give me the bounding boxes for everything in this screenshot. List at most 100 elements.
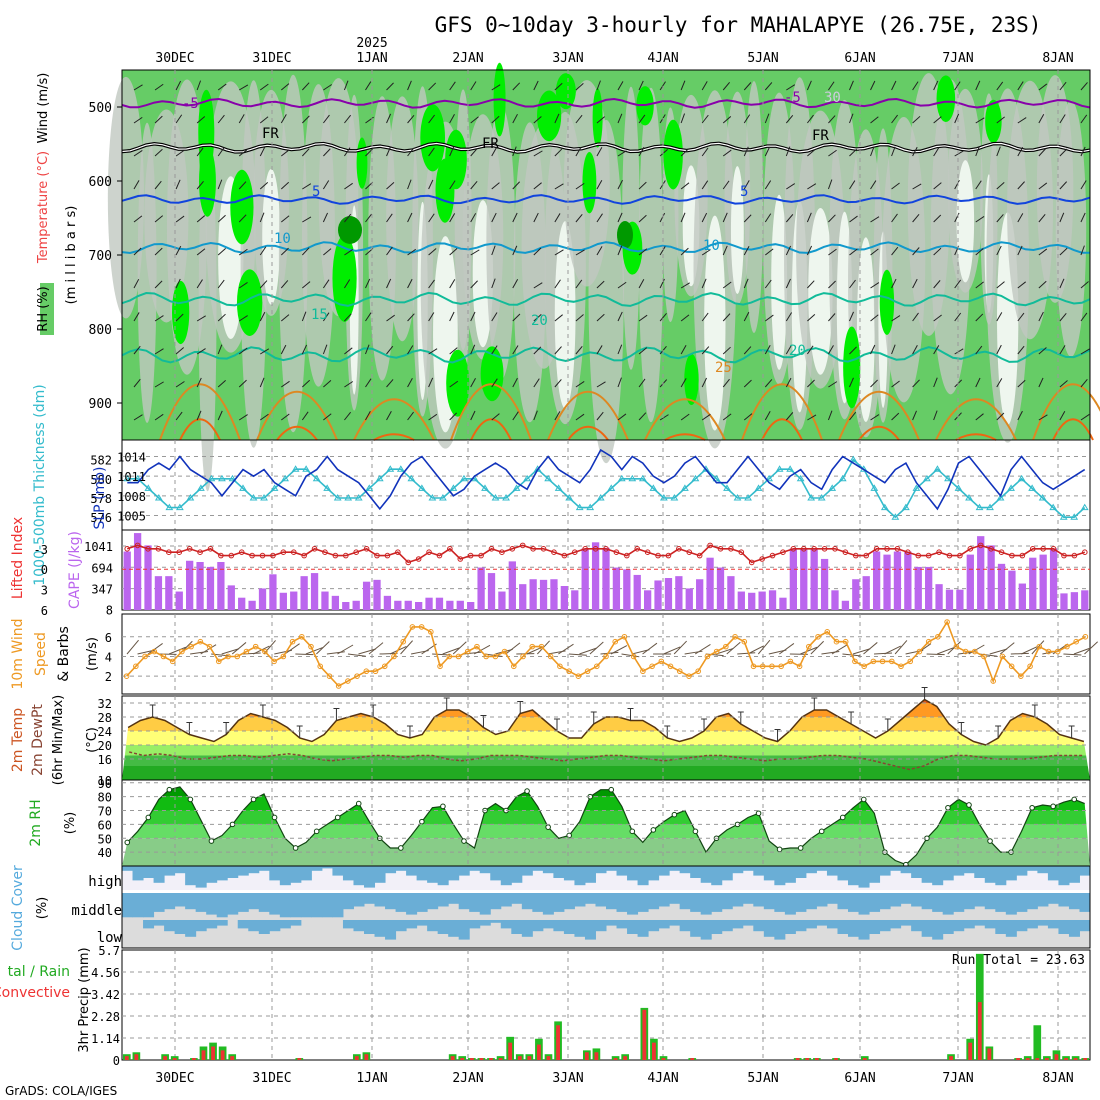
wind-barb (365, 411, 371, 421)
surface-wind-barb (989, 648, 1008, 655)
thickness-line-point (754, 484, 763, 491)
cape-bar (591, 542, 600, 610)
slp-line (127, 448, 1086, 511)
cloud-bar-low (269, 920, 281, 932)
wind-barb (470, 344, 476, 355)
wind-barb (849, 377, 854, 388)
lifted-index-line-point (197, 549, 203, 556)
cape-bar (1060, 593, 1068, 610)
wind-barb (238, 282, 248, 289)
wind-barb (659, 313, 667, 322)
wind-barb (891, 146, 896, 157)
wind-barb (638, 80, 644, 91)
wind-barb (407, 179, 412, 190)
thickness-line-point (186, 494, 195, 501)
ylabel-wind-speed: Speed (33, 632, 49, 676)
thickness-line-point (1070, 513, 1079, 520)
precip-convective-bar (1044, 1058, 1049, 1060)
cape-tick-347: 347 (91, 583, 113, 597)
cape-bar (321, 591, 329, 610)
contour-label-0: -5 (182, 96, 199, 112)
wind-barb (996, 412, 1005, 421)
cloud-bar-middle (1058, 893, 1070, 907)
top-date-label-4: 3JAN (552, 51, 583, 66)
wind-barb (1080, 146, 1086, 157)
wind-barb (849, 113, 854, 124)
wind-barb (512, 411, 519, 421)
cape-bar (238, 597, 246, 610)
rh-point (671, 811, 678, 818)
top-date-label-2: 1JAN (356, 51, 387, 66)
surface-wind-barb (589, 641, 604, 655)
wind-speed-line-point (695, 668, 701, 675)
wind-barb (533, 410, 538, 421)
surface-wind-barb (673, 640, 687, 655)
wind-barb (533, 313, 542, 322)
thickness-line-point (1028, 484, 1037, 491)
rh-moist-cell (936, 75, 956, 123)
wind-barb (1080, 312, 1088, 322)
wind-barb (975, 413, 984, 421)
cloud-bar-low (406, 920, 418, 929)
rh-point (966, 802, 972, 808)
cloud-bar-high (1068, 866, 1080, 883)
wind-barb (659, 278, 665, 289)
wind-barb (365, 278, 371, 289)
surface-wind-barb (1031, 640, 1045, 655)
wind-barb (575, 279, 583, 289)
cloud-bar-high (311, 866, 323, 871)
cloud-bar-low (500, 920, 512, 929)
cloud-bar-low (563, 920, 575, 934)
wind-barb (259, 280, 268, 289)
lifted-index-line-point (207, 546, 214, 552)
wind-barb (954, 279, 962, 289)
wind-barb (1080, 378, 1088, 388)
wind-barb (785, 377, 792, 388)
wind-barb (743, 245, 750, 256)
cape-bar (977, 536, 985, 610)
cloud-bar-low (795, 920, 807, 932)
wind-barb (764, 248, 774, 256)
temp-band (122, 755, 1090, 766)
cloud-bar-low (1068, 920, 1080, 937)
wind-barb (154, 180, 162, 190)
wind-barb (386, 146, 391, 157)
cape-bar (914, 566, 922, 610)
cape-bar (696, 579, 704, 610)
wind-speed-line-point (446, 653, 453, 660)
cloud-bar-low (248, 920, 260, 932)
wind-barb (133, 345, 141, 355)
lifted-index-line-point (665, 552, 672, 559)
wind-barb (596, 80, 601, 91)
wind-barb (785, 312, 793, 322)
wind-barb (659, 246, 666, 256)
precip-convective-bar (1073, 1058, 1078, 1060)
wind-barb (701, 312, 709, 322)
wind-barb (1038, 148, 1047, 157)
thickness-line-point (133, 474, 142, 482)
wind-barb (470, 410, 476, 421)
cloud-bar-high (458, 866, 470, 876)
wind-speed-line-point (686, 673, 692, 679)
wind-speed-line-point (649, 663, 655, 670)
cloud-bar-low (763, 920, 775, 937)
surface-wind-barb (168, 646, 186, 655)
cloud-bar-middle (542, 893, 554, 915)
rh-saturated-cell (338, 216, 362, 244)
thickness-line-point (628, 474, 637, 482)
wind-speed-line-point (953, 643, 960, 650)
precip-convective-bar (508, 1042, 513, 1060)
thickness-line-point (670, 494, 679, 501)
wind-barb (196, 410, 202, 421)
wind-barb (512, 279, 519, 289)
wind-speed-line-point (944, 619, 950, 625)
cloud-bar-middle (185, 893, 197, 910)
year-label: 2025 (356, 36, 387, 51)
thickness-line-point (1038, 494, 1047, 501)
wind-barb (933, 410, 938, 421)
wind-barb (491, 413, 500, 421)
cloud-bar-high (542, 866, 554, 874)
wind-barb (428, 348, 438, 355)
wind-barb (891, 315, 901, 322)
wind-speed-line-point (833, 638, 840, 645)
